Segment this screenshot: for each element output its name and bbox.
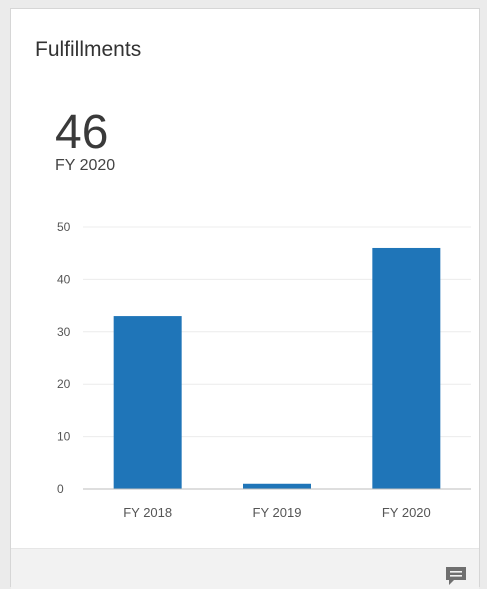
y-tick-label: 30 xyxy=(57,325,71,339)
y-tick-label: 40 xyxy=(57,272,71,286)
fulfillments-card: Fulfillments 46 FY 2020 0 10 20 30 40 50 FY 2… xyxy=(10,8,480,589)
bar-fy-2019[interactable] xyxy=(243,483,311,489)
card-footer xyxy=(11,548,479,589)
card-title: Fulfillments xyxy=(35,38,142,61)
y-tick-label: 20 xyxy=(57,377,71,391)
y-tick-label: 10 xyxy=(57,430,71,444)
bar-fy-2020[interactable] xyxy=(372,247,441,489)
bar-chart: 0 10 20 30 40 50 FY 2018 FY 2019 FY 2020 xyxy=(57,220,471,520)
x-axis-ticks: FY 2018 FY 2019 FY 2020 xyxy=(123,505,431,520)
comment-icon[interactable] xyxy=(445,566,467,586)
x-tick-label: FY 2019 xyxy=(253,505,302,520)
kpi-value: 46 xyxy=(55,106,109,159)
bar-fy-2018[interactable] xyxy=(113,316,182,489)
x-tick-label: FY 2018 xyxy=(123,505,172,520)
x-tick-label: FY 2020 xyxy=(382,505,431,520)
y-tick-label: 50 xyxy=(57,220,71,234)
bars xyxy=(113,247,441,489)
y-axis-ticks: 0 10 20 30 40 50 xyxy=(57,220,71,496)
y-tick-label: 0 xyxy=(57,482,64,496)
kpi-label: FY 2020 xyxy=(55,157,116,174)
